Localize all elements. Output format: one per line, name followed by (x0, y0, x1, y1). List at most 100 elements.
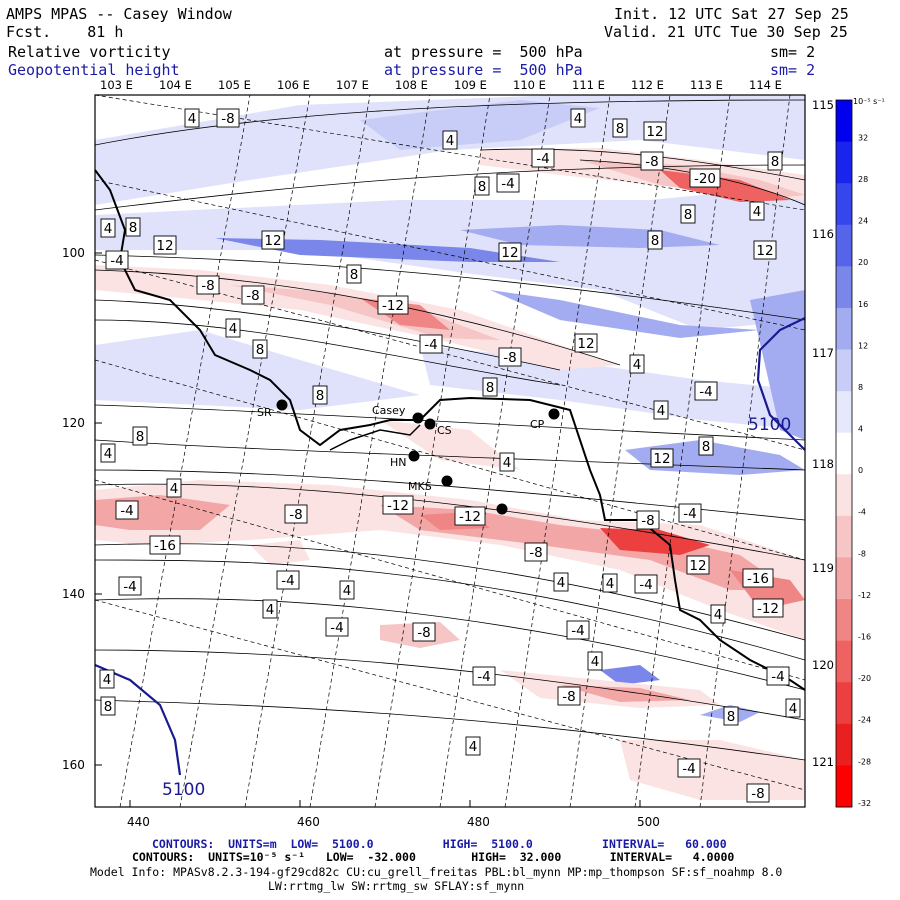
station-marker (548, 408, 560, 420)
svg-text:8: 8 (129, 220, 138, 236)
colorbar-label: -24 (858, 716, 871, 725)
contour-label: -4 (419, 334, 443, 354)
contour-label: 12 (498, 242, 522, 262)
station-label: SR (257, 406, 272, 419)
svg-text:-4: -4 (682, 761, 695, 777)
colorbar-label: 16 (858, 300, 868, 309)
x-tick-label: 500 (637, 815, 660, 829)
colorbar-label: -16 (858, 632, 871, 641)
colorbar-swatch (836, 307, 852, 351)
contour-label: 4 (166, 478, 182, 498)
svg-text:-8: -8 (562, 689, 575, 705)
svg-text:-8: -8 (417, 625, 430, 641)
contour-label: 8 (698, 436, 714, 456)
footer-vorticity-contours: CONTOURS: UNITS=10⁻⁵ s⁻¹ LOW= -32.000 HI… (132, 850, 735, 864)
colorbar-label: -4 (858, 508, 866, 517)
svg-text:8: 8 (350, 267, 359, 283)
colorbar-swatch (836, 640, 852, 683)
contour-label: -8 (524, 542, 548, 562)
contour-label: 4 (442, 130, 458, 150)
contour-label: 8 (312, 385, 328, 405)
svg-text:8: 8 (104, 699, 113, 715)
svg-text:4: 4 (657, 403, 666, 419)
y-tick-label: 140 (62, 587, 85, 601)
svg-text:12: 12 (653, 451, 670, 467)
colorbar-unit: 10⁻⁵ s⁻¹ (853, 97, 885, 106)
svg-text:-4: -4 (330, 620, 343, 636)
contour-label: -8 (241, 285, 265, 305)
y-tick-label: 160 (62, 758, 85, 772)
colorbar-swatch (836, 266, 852, 309)
contour-label: 8 (125, 217, 141, 237)
field2-level: at pressure = 500 hPa (384, 61, 583, 79)
colorbar-swatch (836, 599, 852, 642)
contour-label: 8 (482, 377, 498, 397)
footer-model-physics: LW:rrtmg_lw SW:rrtmg_sw SFLAY:sf_mynn (268, 879, 525, 893)
svg-text:-12: -12 (387, 498, 409, 514)
plot-frame (94, 94, 806, 808)
contour-label: 8 (612, 118, 628, 138)
svg-text:8: 8 (702, 439, 711, 455)
svg-text:4: 4 (789, 701, 798, 717)
svg-text:4: 4 (343, 583, 352, 599)
svg-text:-4: -4 (281, 573, 294, 589)
contour-label: 12 (753, 240, 777, 260)
longitude-label: 105 E (218, 78, 251, 92)
svg-text:-8: -8 (751, 786, 764, 802)
station-label: Casey (372, 404, 406, 417)
colorbar-swatch (836, 682, 852, 725)
contour-label: 12 (643, 121, 667, 141)
colorbar-label: 20 (858, 258, 868, 267)
coastline-inlet (329, 424, 421, 451)
coastline (95, 169, 805, 691)
longitude-label: 113 E (690, 78, 723, 92)
height-label: 5100 (162, 780, 205, 800)
svg-text:8: 8 (727, 709, 736, 725)
colorbar-swatch (836, 557, 852, 600)
svg-text:12: 12 (577, 336, 594, 352)
longitude-label: 109 E (454, 78, 487, 92)
contour-label: -16 (742, 568, 774, 588)
init-time: Init. 12 UTC Sat 27 Sep 25 (614, 5, 849, 23)
svg-text:8: 8 (256, 342, 265, 358)
contour-label: 4 (225, 318, 241, 338)
svg-text:-8: -8 (641, 513, 654, 529)
svg-text:4: 4 (753, 204, 762, 220)
field1-name: Relative vorticity (8, 43, 171, 61)
svg-text:-4: -4 (120, 503, 133, 519)
svg-text:-4: -4 (424, 337, 437, 353)
height-contour-west (94, 663, 182, 776)
svg-text:4: 4 (266, 602, 275, 618)
contour-label: 12 (574, 333, 598, 353)
contour-label: -16 (149, 535, 181, 555)
contour-label: 4 (629, 354, 645, 374)
contour-label: -8 (746, 783, 770, 803)
x-tick-label: 480 (467, 815, 490, 829)
station-marker (276, 399, 288, 411)
contour-label: 8 (252, 339, 268, 359)
contour-label: 12 (650, 448, 674, 468)
vorticity-contours (95, 99, 805, 761)
station-marker (412, 412, 424, 424)
contour-label: -8 (557, 686, 581, 706)
colorbar-swatch (836, 349, 852, 392)
svg-text:4: 4 (574, 111, 583, 127)
valid-time: Valid. 21 UTC Tue 30 Sep 25 (604, 23, 848, 41)
svg-text:4: 4 (714, 607, 723, 623)
contour-label: 4 (587, 651, 603, 671)
svg-text:4: 4 (633, 357, 642, 373)
contour-label: -8 (216, 108, 240, 128)
field2-smooth: sm= 2 (770, 61, 816, 79)
svg-text:12: 12 (156, 238, 173, 254)
svg-text:-4: -4 (110, 253, 123, 269)
contour-label: 4 (100, 218, 116, 238)
svg-text:-4: -4 (771, 669, 784, 685)
svg-text:-4: -4 (477, 669, 490, 685)
colorbar-swatch (836, 141, 852, 184)
svg-text:-4: -4 (536, 151, 549, 167)
svg-text:12: 12 (646, 124, 663, 140)
svg-text:-4: -4 (683, 506, 696, 522)
colorbar-swatch (836, 765, 852, 808)
contour-label: 4 (602, 573, 618, 593)
